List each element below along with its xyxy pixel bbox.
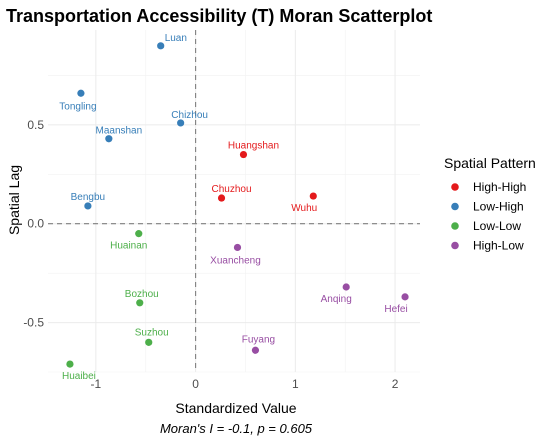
x-tick-label: 2 bbox=[392, 377, 399, 391]
point-label-hefei: Hefei bbox=[384, 304, 407, 315]
point-label-huangshan: Huangshan bbox=[228, 141, 279, 152]
point-huangshan bbox=[239, 150, 248, 159]
point-label-huainan: Huainan bbox=[110, 241, 147, 252]
point-label-maanshan: Maanshan bbox=[95, 126, 142, 137]
legend-label-low-low: Low-Low bbox=[473, 219, 521, 233]
point-luan bbox=[157, 42, 165, 50]
point-anqing bbox=[342, 283, 350, 291]
point-label-xuancheng: Xuancheng bbox=[210, 255, 261, 266]
x-tick-label: -1 bbox=[91, 377, 102, 391]
point-chizhou bbox=[177, 119, 185, 127]
x-tick-label: 1 bbox=[292, 377, 299, 391]
moran-caption: Moran's I = -0.1, p = 0.605 bbox=[160, 421, 313, 436]
point-suzhou bbox=[145, 338, 153, 346]
y-axis-label: Spatial Lag bbox=[6, 165, 22, 235]
legend-key-high-low bbox=[451, 241, 459, 250]
x-tick-label: 0 bbox=[192, 377, 199, 391]
legend-label-high-high: High-High bbox=[473, 180, 526, 194]
legend-title: Spatial Pattern bbox=[444, 155, 536, 171]
point-label-chuzhou: Chuzhou bbox=[212, 184, 252, 195]
data-points: Luan Tongling Chizhou Maanshan Bengbu Huangsh… bbox=[59, 33, 409, 382]
point-label-bengbu: Bengbu bbox=[71, 192, 105, 203]
legend-label-low-high: Low-High bbox=[473, 200, 524, 214]
point-label-huaibei: Huaibei bbox=[62, 371, 96, 382]
point-hefei bbox=[401, 293, 409, 301]
x-axis-label: Standardized Value bbox=[175, 400, 296, 416]
point-label-chizhou: Chizhou bbox=[171, 110, 208, 121]
y-tick-label: 0.0 bbox=[27, 217, 44, 231]
point-label-fuyang: Fuyang bbox=[242, 334, 275, 345]
point-label-wuhu: Wuhu bbox=[291, 203, 317, 214]
point-label-tongling: Tongling bbox=[59, 101, 96, 112]
point-maanshan bbox=[105, 135, 113, 143]
legend-label-high-low: High-Low bbox=[473, 239, 524, 253]
point-label-luan: Luan bbox=[165, 33, 187, 44]
point-bozhou bbox=[136, 299, 144, 307]
legend-key-low-low bbox=[451, 222, 459, 230]
point-huaibei bbox=[66, 360, 74, 368]
legend: Spatial Pattern High-High Low-High Low-Low… bbox=[444, 155, 536, 253]
point-fuyang bbox=[251, 346, 260, 354]
chart-title: Transportation Accessibility (T) Moran S… bbox=[6, 6, 432, 26]
point-huainan bbox=[135, 230, 143, 238]
point-wuhu bbox=[309, 192, 317, 200]
reference-lines bbox=[48, 30, 420, 372]
legend-key-low-high bbox=[451, 202, 459, 211]
axis-ticks: -1 0 1 2 -0.5 0.0 0.5 bbox=[23, 118, 398, 391]
point-chuzhou bbox=[217, 194, 226, 202]
point-tongling bbox=[77, 89, 85, 97]
y-tick-label: 0.5 bbox=[27, 118, 44, 132]
legend-key-high-high bbox=[451, 183, 459, 191]
point-label-suzhou: Suzhou bbox=[135, 327, 169, 338]
point-label-bozhou: Bozhou bbox=[125, 289, 159, 300]
point-bengbu bbox=[84, 202, 92, 210]
y-tick-label: -0.5 bbox=[23, 316, 44, 330]
point-xuancheng bbox=[233, 243, 242, 252]
point-label-anqing: Anqing bbox=[321, 294, 352, 305]
